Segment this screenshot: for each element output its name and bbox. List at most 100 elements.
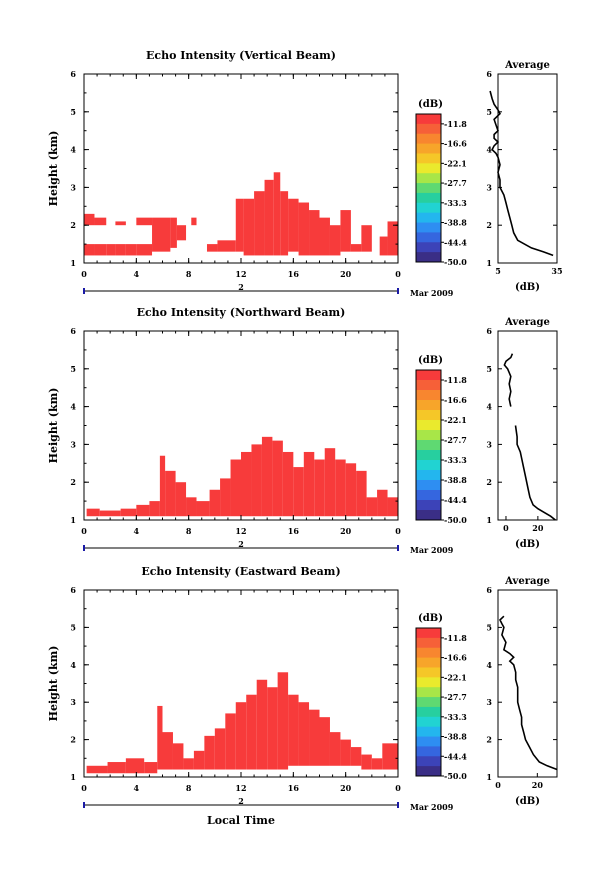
echo-cell (377, 489, 388, 517)
average-y-tick-label: 2 (486, 220, 492, 230)
colorbar-swatch (416, 677, 441, 688)
colorbar-unit: (dB) (418, 613, 443, 624)
average-x-tick-label: 20 (532, 523, 544, 533)
colorbar-swatch (416, 153, 441, 164)
y-tick-label: 2 (70, 220, 76, 230)
echo-cell (329, 225, 341, 256)
average-y-tick-label: 1 (486, 258, 492, 268)
average-profile: Average 1 2 3 4 5 6 5 35 (dB) (486, 60, 562, 293)
y-tick-label: 1 (70, 258, 76, 268)
echo-cell (99, 510, 121, 517)
x-tick-label: 0 (81, 526, 87, 536)
colorbar-tick-label: -50.0 (444, 257, 467, 267)
echo-cell (309, 210, 320, 256)
x-tick-label: 16 (288, 783, 300, 793)
average-y-tick-label: 2 (486, 477, 492, 487)
colorbar: (dB)-11.8 -16.6 -22.1 -27.7 -33.3 -38.8 -44.4 -… (415, 99, 467, 267)
colorbar-swatch (416, 390, 441, 401)
colorbar-swatch (416, 232, 441, 243)
x-tick-label: 0 (81, 269, 87, 279)
echo-cell (309, 709, 320, 766)
echo-cell (94, 217, 107, 226)
echo-cell (335, 459, 346, 517)
echo-cell (267, 687, 278, 770)
x-tick-label: 0 (395, 526, 401, 536)
colorbar-swatch (416, 647, 441, 658)
colorbar-swatch (416, 173, 441, 184)
colorbar-swatch (416, 370, 441, 381)
y-axis-label: Height (km) (47, 646, 60, 722)
y-tick-label: 4 (70, 145, 76, 155)
echo-cell (106, 244, 116, 256)
colorbar-tick-label: -38.8 (444, 475, 467, 485)
echo-cell (183, 758, 194, 770)
echo-cell (298, 702, 310, 766)
colorbar-swatch (416, 114, 441, 125)
colorbar-tick-label: -11.8 (444, 375, 467, 385)
echo-cell (94, 244, 107, 256)
echo-cell (136, 244, 153, 256)
panel-title: Echo Intensity (Vertical Beam) (146, 49, 336, 62)
average-y-tick-label: 4 (486, 402, 492, 412)
average-y-tick-label: 5 (486, 622, 492, 632)
echo-cell (350, 747, 362, 766)
echo-cell (356, 470, 367, 517)
echo-cell (256, 679, 268, 770)
x-tick-label: 8 (186, 269, 192, 279)
x-tick-label: 12 (235, 526, 246, 536)
colorbar-tick-label: -44.4 (444, 751, 467, 761)
colorbar-tick-label: -22.1 (444, 415, 467, 425)
colorbar-tick-label: -22.1 (444, 158, 467, 168)
date-label: Mar 2009 (410, 288, 454, 298)
y-tick-label: 6 (70, 585, 76, 595)
average-x-tick-label: 0 (495, 780, 501, 790)
colorbar-swatch (416, 410, 441, 421)
panel-title: Echo Intensity (Northward Beam) (137, 306, 346, 319)
average-x-label: (dB) (515, 282, 540, 293)
colorbar-swatch (416, 766, 441, 777)
echo-cell (366, 497, 378, 517)
colorbar-tick-label: -16.6 (444, 395, 467, 405)
y-tick-label: 5 (70, 107, 76, 117)
colorbar-swatch (416, 133, 441, 144)
average-frame (497, 589, 558, 778)
echo-cell (149, 501, 160, 517)
x-tick-label: 4 (134, 526, 140, 536)
colorbar-tick-label: -16.6 (444, 653, 467, 663)
colorbar-tick-label: -16.6 (444, 139, 467, 149)
colorbar-swatch (416, 716, 441, 728)
colorbar-unit: (dB) (418, 355, 443, 366)
panel-title: Echo Intensity (Eastward Beam) (141, 565, 340, 578)
echo-cell (209, 489, 221, 517)
average-frame (497, 330, 558, 521)
y-tick-label: 2 (70, 735, 76, 745)
echo-cell (120, 508, 137, 517)
colorbar-swatch (416, 470, 441, 481)
date-label: Mar 2009 (410, 802, 454, 812)
average-title: Average (504, 576, 550, 587)
echo-cell (107, 762, 126, 774)
colorbar-swatch (416, 697, 441, 708)
colorbar: (dB)-11.8 -16.6 -22.1 -27.7 -33.3 -38.8 -44.4 -… (415, 355, 467, 525)
echo-cell (350, 244, 362, 252)
y-tick-label: 3 (70, 182, 76, 192)
y-axis-label: Height (km) (47, 388, 60, 464)
colorbar-swatch (416, 123, 441, 135)
echo-cell (204, 735, 215, 770)
echo-cell (387, 497, 398, 517)
y-tick-label: 4 (70, 402, 76, 412)
colorbar-swatch (416, 687, 441, 698)
echo-cell (84, 213, 95, 226)
echo-cell (152, 217, 171, 252)
date-label: Mar 2009 (410, 545, 454, 555)
colorbar-frame (415, 369, 442, 521)
echo-cell (214, 728, 226, 770)
average-frame (497, 73, 558, 264)
echo-cell (193, 750, 205, 770)
echo-cell (243, 198, 255, 256)
echo-cell (340, 210, 351, 252)
echo-cell (288, 694, 299, 766)
echo-cell (251, 444, 262, 517)
colorbar-swatch (416, 706, 441, 718)
